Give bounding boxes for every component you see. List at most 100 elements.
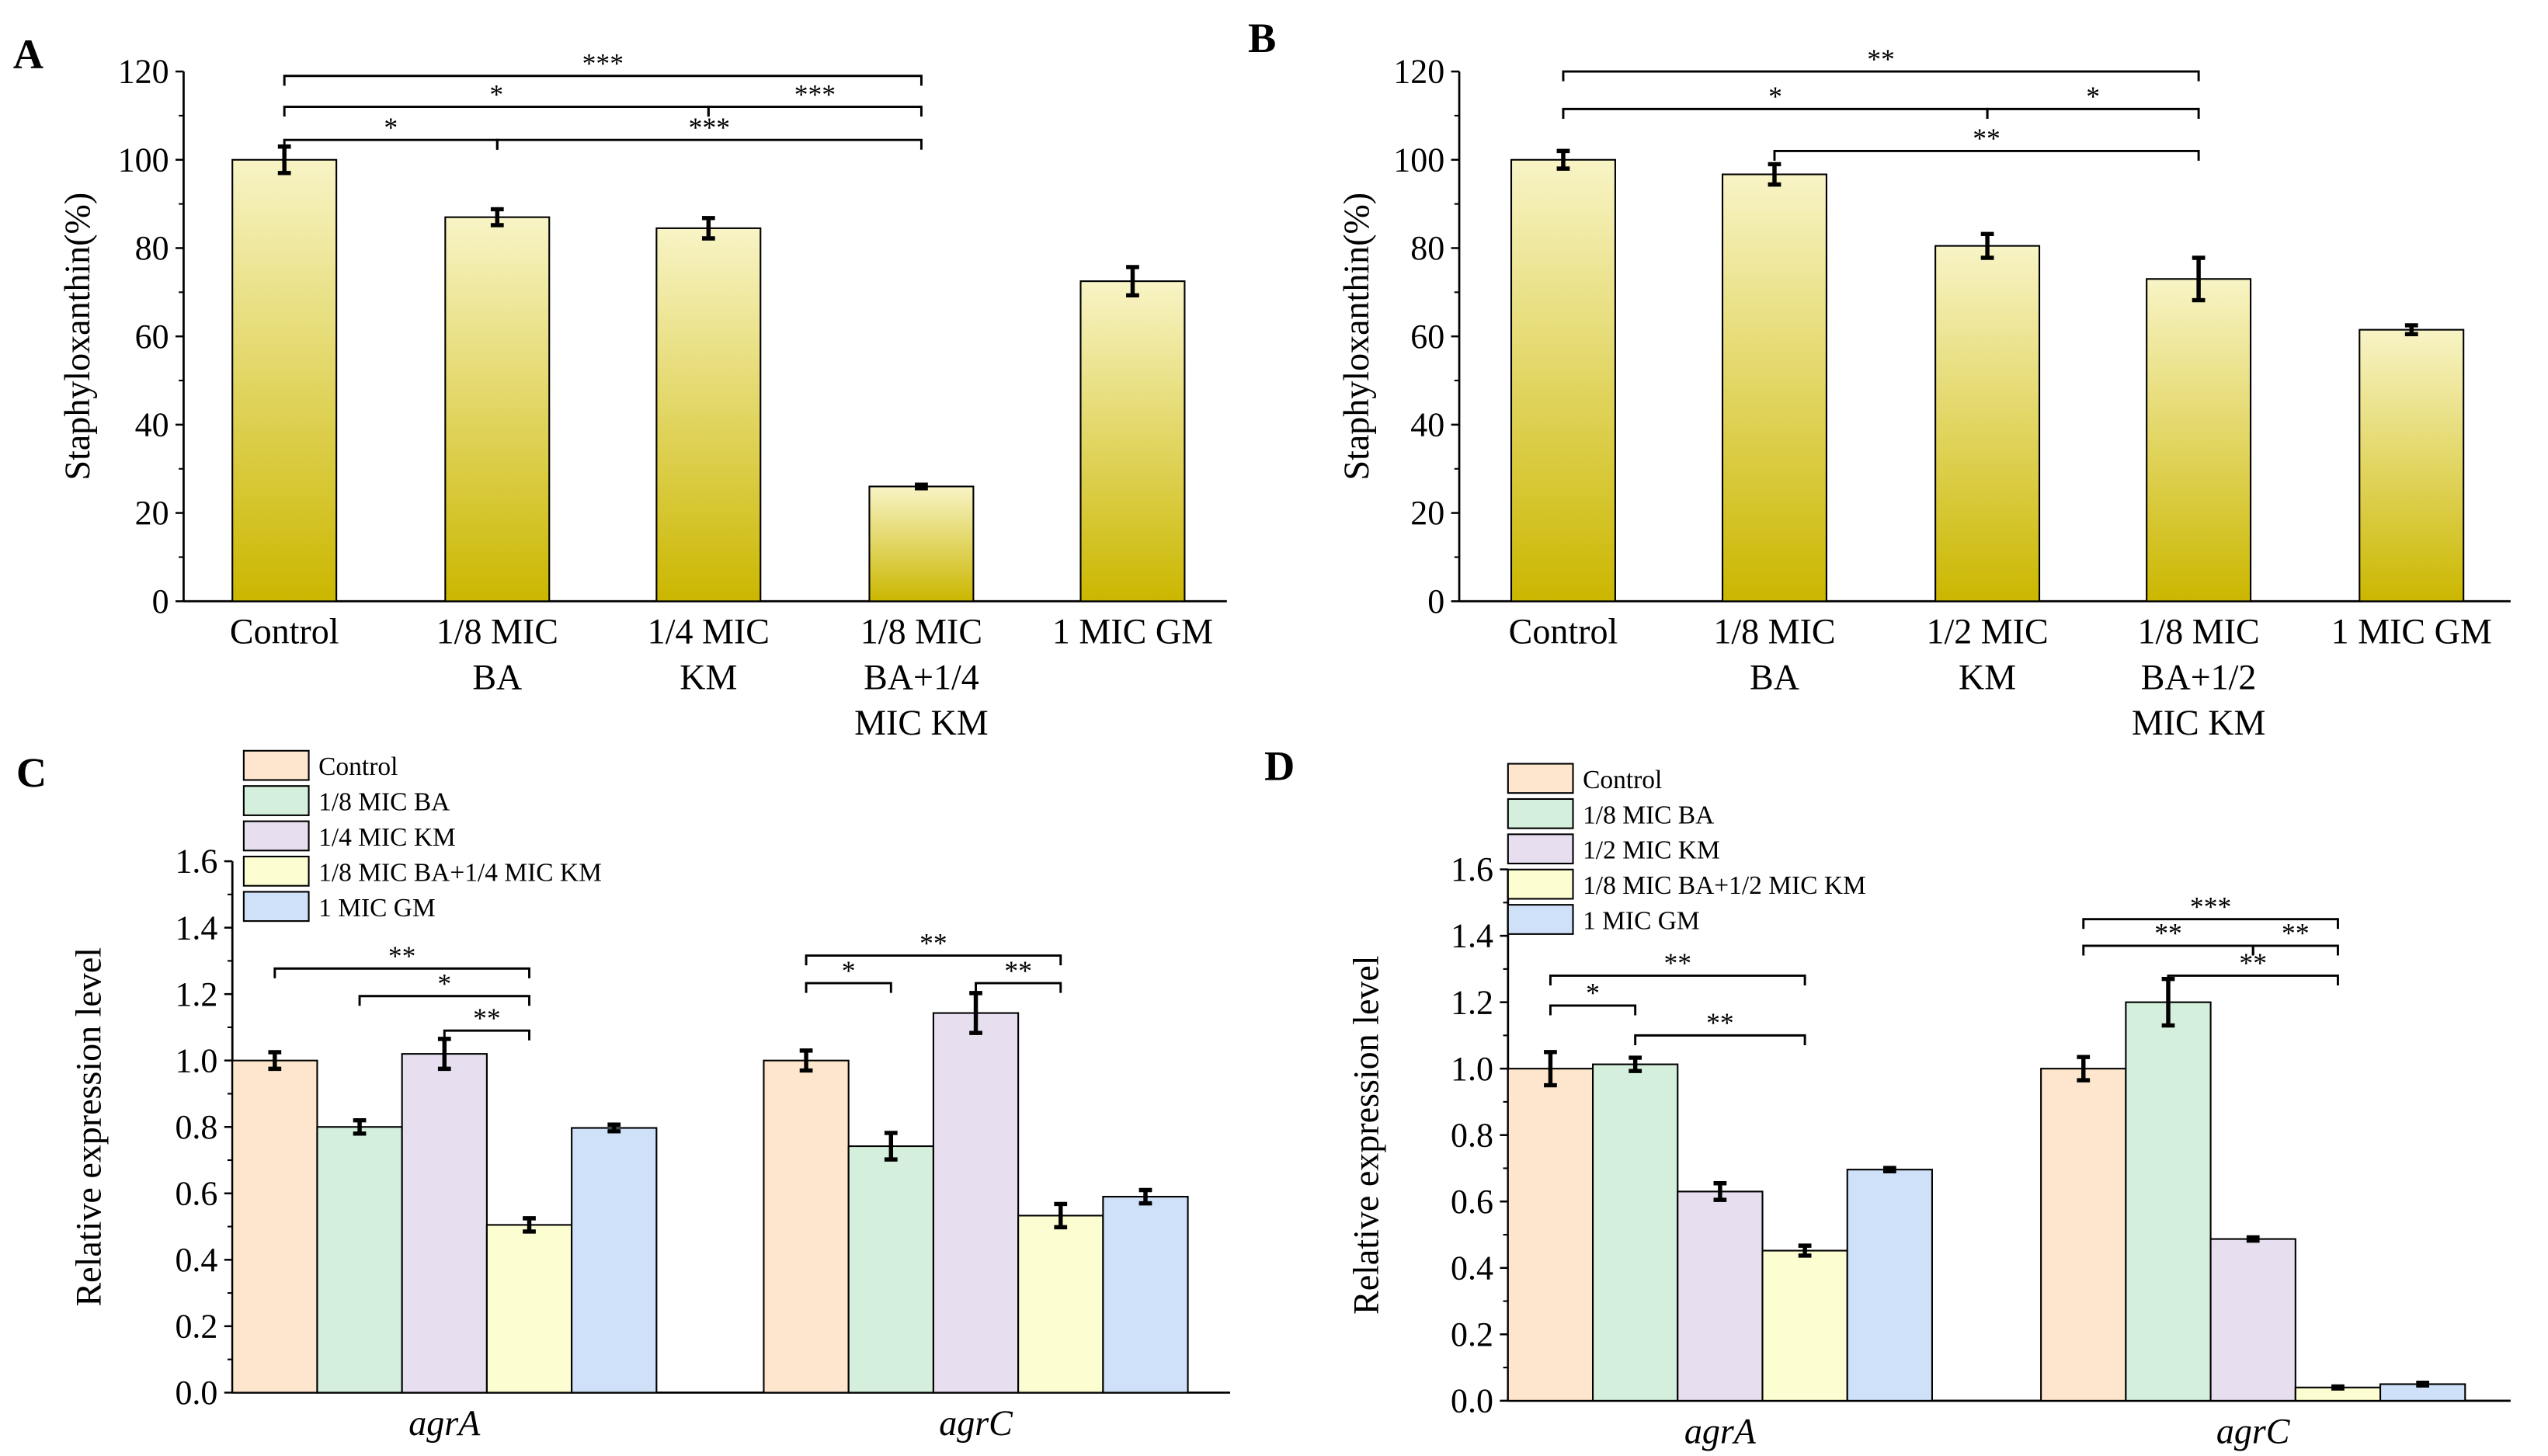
panel-label-d: D [1264,742,1295,789]
x-tick-label: MIC KM [854,703,989,742]
significance-bracket [1773,149,2200,161]
significance-label: ** [2154,918,2182,949]
x-tick-label: BA+1/4 [864,657,979,697]
y-tick-label: 1.0 [175,1041,217,1079]
chart-panel-c: 0.0 0.2 0.4 0.6 0.8 1.0 1.2 1.4 1.6 Relative expr… [69,749,1231,1443]
y-tick-label: 120 [118,53,169,91]
legend-swatch [242,855,310,887]
error-bar [1054,1201,1068,1230]
bar [1761,1249,1848,1402]
y-tick-label: 0.6 [1451,1183,1493,1221]
error-bar [2331,1384,2345,1391]
significance-bracket [2251,944,2339,956]
significance-label: ** [1706,1007,1734,1038]
significance-label: ** [1867,43,1895,75]
legend-swatch [242,785,310,816]
x-tick-label: 1/2 MIC [1926,612,2048,652]
error-bar [1629,1055,1642,1073]
significance-bracket [2167,974,2339,985]
bar [1102,1196,1189,1394]
x-tick-label: 1/8 MIC [2137,612,2259,652]
error-bar [1980,231,1994,260]
legend-swatch [242,820,310,852]
legend-label: 1/8 MIC BA [318,788,450,817]
error-bar [1768,162,1782,187]
significance-label: *** [2190,891,2231,923]
significance-label: ** [473,1003,501,1034]
bar [2359,328,2465,603]
significance-bracket [975,982,1062,993]
significance-label: * [1586,978,1600,1009]
bar [316,1126,403,1394]
x-tick-label: MIC KM [2132,703,2266,742]
x-tick-label: KM [680,657,737,697]
significance-label: ** [1973,123,2001,154]
legend-swatch [1507,904,1574,935]
significance-label: ** [1663,947,1691,978]
legend-swatch [1507,868,1574,900]
significance-label: ** [919,927,947,958]
x-tick-label: BA [472,657,522,697]
bar [1079,280,1186,603]
bar [2125,1001,2212,1402]
y-tick-label: 20 [135,494,169,532]
error-bar [1138,1187,1152,1206]
significance-label: *** [794,78,836,109]
error-bar [2246,1235,2260,1243]
error-bar [799,1048,813,1073]
error-bar [1882,1166,1896,1174]
y-tick-label: 1.6 [175,843,217,881]
bar [1591,1063,1679,1402]
bar [932,1012,1020,1394]
bar [763,1059,850,1394]
error-bar [1798,1243,1812,1258]
legend-swatch [1507,797,1574,829]
error-bar [969,991,982,1035]
y-tick-label: 0.4 [175,1241,217,1279]
error-bar [884,1131,898,1162]
legend-label: 1 MIC GM [318,894,436,923]
error-bar [353,1117,367,1136]
error-bar [607,1122,621,1134]
bar [868,485,975,603]
significance-bracket [358,995,530,1006]
significance-bracket [1549,1004,1637,1016]
y-tick-label: 80 [1410,229,1444,267]
error-bar [1126,265,1139,298]
legend-label: 1/8 MIC BA+1/2 MIC KM [1583,871,1866,900]
y-tick-label: 0.8 [1451,1116,1493,1154]
y-tick-label: 0.2 [1451,1315,1493,1353]
significance-label: ** [2282,918,2310,949]
legend-label: 1 MIC GM [1583,907,1700,936]
significance-bracket [805,954,1062,966]
y-tick-label: 0.2 [175,1307,217,1345]
significance-label: *** [582,48,624,79]
legend-label: 1/8 MIC BA+1/4 MIC KM [318,858,602,887]
significance-label: *** [689,112,730,143]
x-tick-label: KM [1959,657,2016,697]
y-tick-label: 20 [1410,494,1444,532]
bar [401,1053,488,1394]
y-tick-label: 0 [152,582,169,620]
y-tick-label: 0.8 [175,1108,217,1146]
significance-label: ** [388,940,416,971]
bar [571,1127,658,1394]
y-tick-label: 60 [1410,318,1444,356]
y-axis-label: Relative expression level [1346,955,1385,1315]
bar [231,1059,318,1394]
y-axis-label: Staphyloxanthin(%) [57,193,97,481]
legend-label: Control [1583,766,1662,794]
y-tick-label: 1.2 [1451,983,1493,1021]
significance-label: * [384,112,398,143]
error-bar [2077,1055,2091,1082]
y-axis-label: Relative expression level [69,947,109,1307]
chart-panel-d: 0.0 0.2 0.4 0.6 0.8 1.0 1.2 1.4 1.6 Relative expr… [1346,763,2511,1451]
x-tick-label: Control [230,612,339,652]
legend-swatch [1507,833,1574,865]
significance-bracket [2082,918,2339,930]
bar [1677,1190,1764,1402]
legend: Control 1/8 MIC BA 1/4 MIC KM 1/8 MIC BA+1/… [242,749,602,923]
bar [485,1224,573,1394]
significance-bracket [273,967,530,978]
error-bar [2416,1381,2430,1388]
